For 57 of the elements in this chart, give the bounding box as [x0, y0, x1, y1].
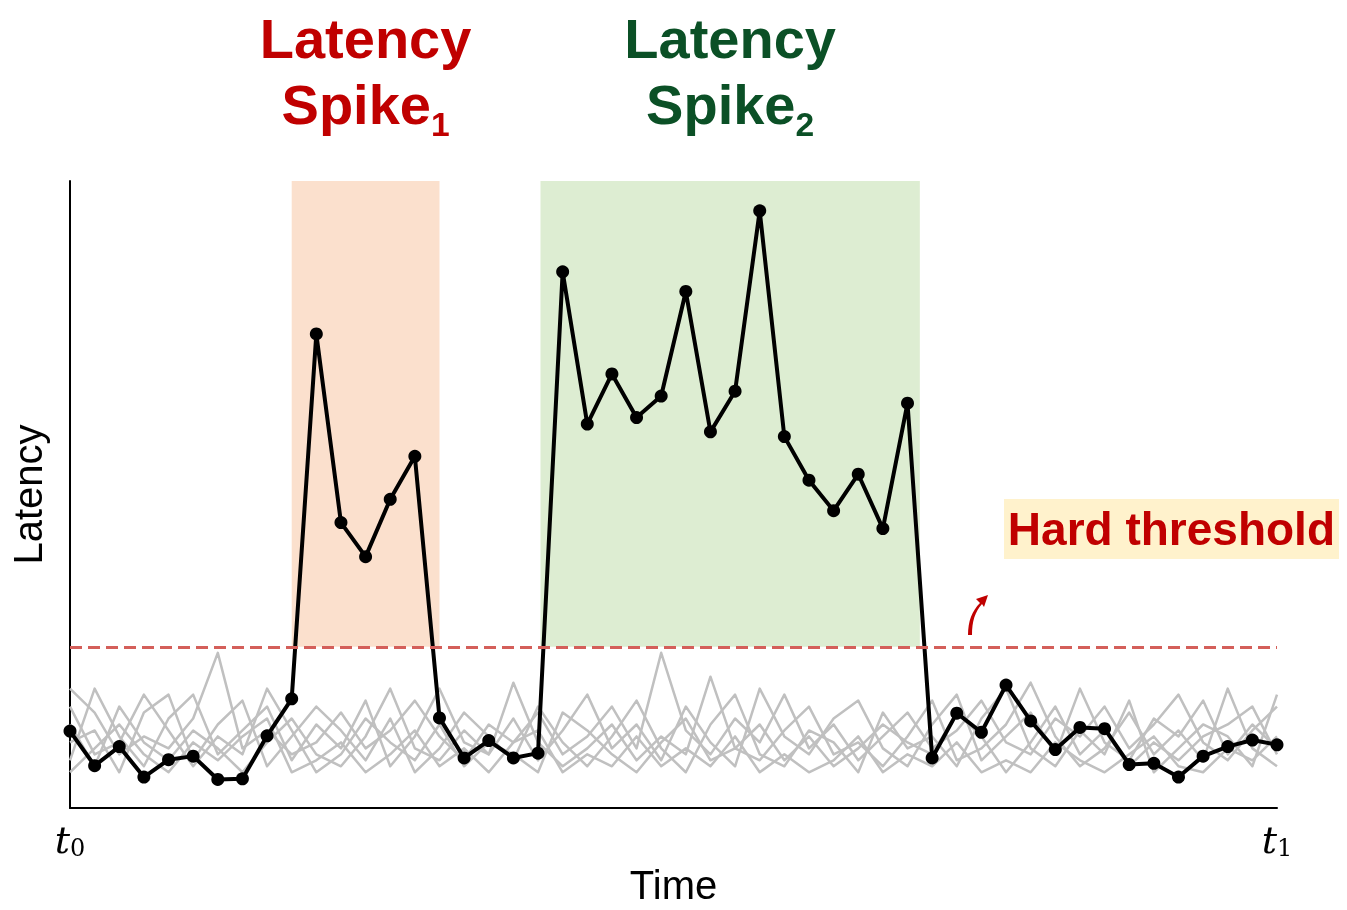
- point: [1024, 714, 1038, 728]
- ref-line-label: Hard threshold: [1003, 498, 1339, 559]
- point: [334, 516, 348, 530]
- point: [901, 396, 915, 410]
- text: Latency Spike$_{2}$: [623, 6, 837, 146]
- point: [876, 522, 890, 536]
- point: [1221, 740, 1235, 754]
- text: Latency Spike$_{1}$: [258, 6, 473, 146]
- point: [433, 711, 446, 725]
- point: [974, 725, 988, 739]
- point: [950, 706, 964, 720]
- point: [359, 550, 373, 564]
- point: [753, 204, 767, 218]
- point: [1122, 758, 1136, 771]
- point: [309, 327, 323, 341]
- point: [506, 751, 520, 765]
- point: [1270, 738, 1284, 752]
- x-tick-label: t1: [1261, 818, 1293, 863]
- x-tick-label: t0: [54, 818, 86, 863]
- point: [777, 430, 791, 444]
- point: [925, 751, 939, 765]
- point: [1147, 756, 1161, 770]
- point: [802, 473, 816, 487]
- point: [137, 770, 151, 784]
- x-axis-title: Time: [629, 863, 718, 907]
- point: [999, 678, 1013, 692]
- point: [630, 411, 644, 424]
- point: [654, 389, 668, 403]
- point: [556, 265, 570, 279]
- point: [162, 753, 176, 767]
- point: [186, 749, 200, 763]
- point: [605, 367, 619, 381]
- point: [285, 692, 299, 706]
- point: [1171, 770, 1185, 784]
- point: [211, 772, 225, 786]
- point: [457, 751, 471, 765]
- point: [1196, 749, 1210, 763]
- point: [383, 492, 397, 506]
- point: [580, 417, 594, 431]
- point: [827, 504, 841, 518]
- point: [88, 759, 102, 773]
- point: [112, 740, 126, 754]
- point: [1048, 743, 1062, 757]
- point: [703, 425, 717, 439]
- point: [408, 449, 422, 463]
- y-axis-title: Latency: [6, 424, 50, 565]
- point: [235, 772, 249, 786]
- point: [260, 729, 274, 743]
- point: [1245, 733, 1259, 747]
- point: [728, 384, 742, 398]
- point: [851, 467, 865, 481]
- point: [1073, 720, 1087, 734]
- point: [679, 284, 693, 298]
- point: [1098, 722, 1112, 736]
- point: [63, 724, 77, 738]
- point: [531, 746, 545, 760]
- point: [482, 734, 496, 748]
